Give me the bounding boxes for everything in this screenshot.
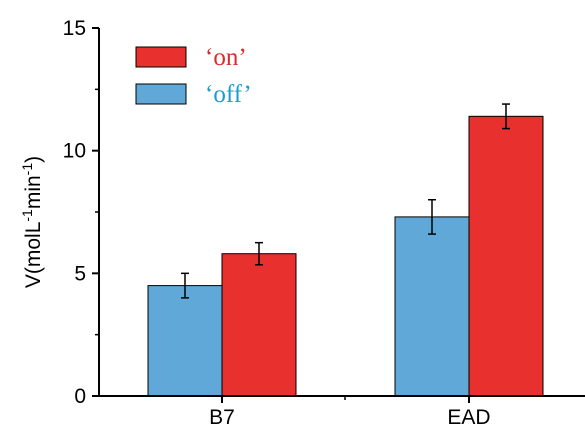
bar-ead-0	[394, 216, 470, 397]
legend-swatch-1	[135, 46, 187, 68]
bar-ead-1	[468, 115, 544, 397]
x-tick-label-b7: B7	[209, 406, 235, 426]
y-tick-label-3: 15	[63, 17, 86, 40]
y-axis-title-end: )	[22, 156, 45, 163]
y-axis-title: V(molL-1min-1)	[19, 156, 45, 288]
legend-swatch-0	[135, 83, 187, 105]
bar-b7-1	[221, 253, 297, 397]
bar-b7-0	[147, 285, 223, 397]
plot-area: 0 5 10 15 B7 EAD ‘on’ ‘off’	[63, 17, 585, 426]
y-axis-title-mid: min	[22, 175, 45, 209]
y-axis-title-main: V(molL	[22, 222, 45, 289]
svg-text:V(molL-1min-1): V(molL-1min-1)	[19, 156, 45, 288]
legend-label-0: ‘off’	[205, 81, 252, 108]
x-tick-label-ead: EAD	[447, 406, 490, 426]
y-tick-label-1: 5	[74, 262, 86, 285]
y-tick-label-2: 10	[63, 140, 86, 163]
y-axis-title-sup1: -1	[19, 209, 35, 222]
y-axis-title-sup2: -1	[19, 163, 35, 176]
y-tick-label-0: 0	[74, 385, 86, 408]
legend-label-1: ‘on’	[205, 44, 247, 71]
